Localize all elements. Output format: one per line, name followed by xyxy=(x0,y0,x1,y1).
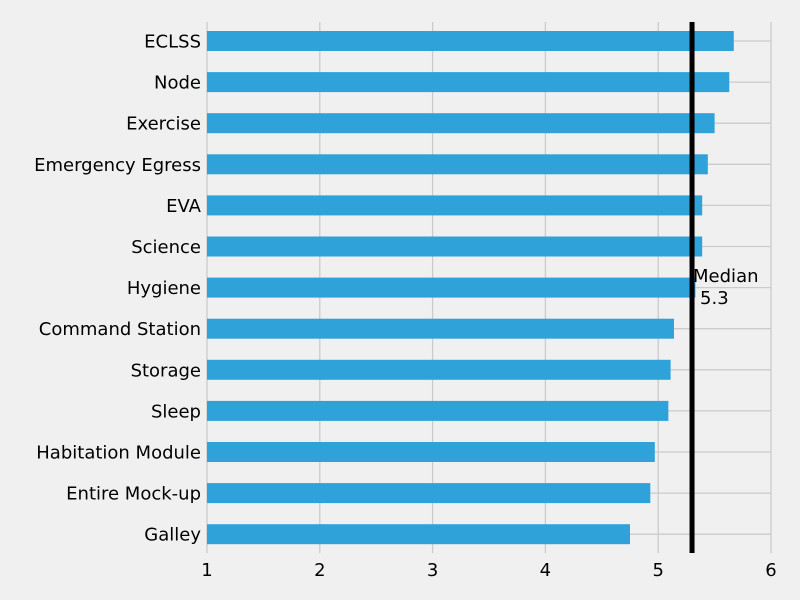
category-label: Sleep xyxy=(151,401,201,422)
bar xyxy=(207,359,671,380)
x-tick-label: 6 xyxy=(765,560,776,581)
category-label: Exercise xyxy=(126,114,201,135)
bar xyxy=(207,318,674,339)
bar xyxy=(207,195,703,216)
bars xyxy=(207,31,734,545)
category-label: ECLSS xyxy=(144,32,201,53)
bar xyxy=(207,524,630,545)
x-tick-label: 2 xyxy=(314,560,325,581)
bar xyxy=(207,113,715,134)
bar xyxy=(207,400,669,421)
bar xyxy=(207,72,730,93)
bar xyxy=(207,31,734,51)
x-tick-label: 3 xyxy=(427,560,438,581)
bar xyxy=(207,483,651,504)
median-label-title: Median xyxy=(693,266,758,287)
bar xyxy=(207,277,696,298)
category-label: Command Station xyxy=(39,319,201,340)
median-label-value: 5.3 xyxy=(700,288,729,309)
category-label: Galley xyxy=(144,525,201,546)
category-label: Science xyxy=(131,237,201,258)
axis-labels: 1 2 3 4 5 6 ECLSS Node Exercise Emergency Egress E… xyxy=(34,32,777,582)
category-label: Storage xyxy=(131,360,201,381)
category-label: EVA xyxy=(166,196,202,217)
x-tick-label: 4 xyxy=(540,560,551,581)
x-tick-label: 1 xyxy=(201,560,212,581)
bar xyxy=(207,442,655,462)
x-tick-label: 5 xyxy=(652,560,663,581)
category-label: Node xyxy=(154,73,201,94)
category-label: Hygiene xyxy=(127,278,201,299)
bar xyxy=(207,154,708,175)
bar xyxy=(207,236,703,257)
category-label: Entire Mock-up xyxy=(66,484,201,505)
category-label: Habitation Module xyxy=(36,443,201,464)
category-label: Emergency Egress xyxy=(34,155,201,176)
